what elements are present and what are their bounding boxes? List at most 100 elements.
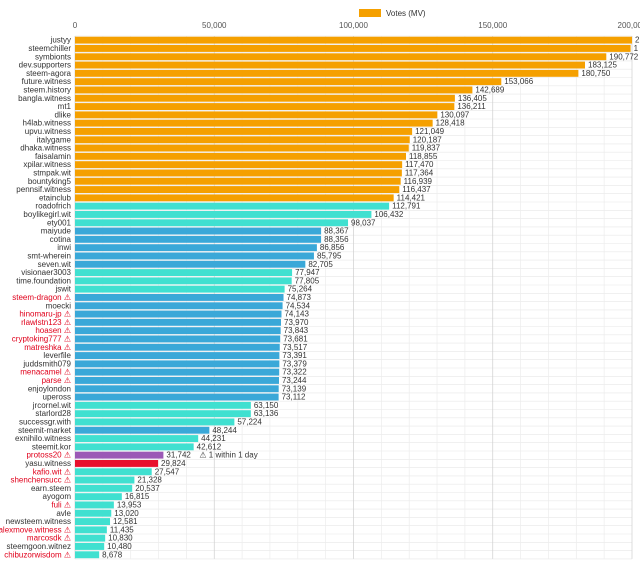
- bar[interactable]: [75, 111, 438, 119]
- category-label: chibuzorwisdom ⚠: [4, 550, 71, 559]
- bar[interactable]: [75, 410, 251, 418]
- category-label: parse ⚠: [42, 376, 71, 385]
- bar[interactable]: [75, 152, 407, 160]
- category-label: newsteem.witness: [6, 517, 71, 526]
- category-label: smt-wherein: [27, 252, 71, 261]
- bar[interactable]: [75, 310, 282, 318]
- bar[interactable]: [75, 360, 280, 368]
- bar[interactable]: [75, 285, 285, 293]
- bar[interactable]: [75, 443, 194, 451]
- bar[interactable]: [75, 277, 292, 285]
- bar[interactable]: [75, 551, 100, 559]
- value-label: 74,873: [287, 293, 312, 302]
- bar[interactable]: [75, 460, 159, 467]
- bar[interactable]: [75, 401, 251, 409]
- value-label: 31,742: [166, 451, 191, 460]
- bar[interactable]: [75, 128, 413, 135]
- bar[interactable]: [75, 501, 114, 509]
- bar[interactable]: [75, 219, 349, 227]
- legend[interactable]: Votes (MV): [359, 9, 426, 18]
- value-label: 98,037: [351, 218, 376, 227]
- value-label: 73,970: [284, 318, 309, 327]
- bar[interactable]: [75, 211, 372, 218]
- bar[interactable]: [75, 194, 394, 202]
- bar[interactable]: [75, 335, 281, 343]
- category-label: steem-dragon ⚠: [12, 293, 71, 302]
- bar[interactable]: [75, 543, 105, 550]
- value-label: 1: [634, 44, 639, 53]
- bar[interactable]: [75, 260, 306, 268]
- bar[interactable]: [75, 119, 433, 127]
- value-label: 88,367: [324, 227, 349, 236]
- bar[interactable]: [75, 177, 401, 185]
- bar[interactable]: [75, 385, 279, 393]
- bar[interactable]: [75, 468, 152, 476]
- value-label: 57,224: [237, 418, 262, 427]
- bar[interactable]: [75, 69, 579, 77]
- category-label: steemit-market: [18, 426, 72, 435]
- bar[interactable]: [75, 252, 314, 260]
- bar[interactable]: [75, 426, 210, 434]
- bar[interactable]: [75, 509, 112, 517]
- value-label: 118,855: [409, 152, 438, 161]
- bar[interactable]: [75, 78, 502, 86]
- value-label: 77,805: [295, 276, 320, 285]
- bar[interactable]: [75, 343, 280, 351]
- category-label: successgr.with: [19, 418, 71, 427]
- category-label: time.foundation: [16, 276, 71, 285]
- category-label: future.witness: [22, 77, 71, 86]
- value-label: 63,150: [254, 401, 279, 410]
- category-label: dhaka.witness: [20, 144, 71, 153]
- bar[interactable]: [75, 526, 107, 534]
- value-label: 116,939: [404, 177, 433, 186]
- bar[interactable]: [75, 169, 402, 177]
- category-label: bangla.witness: [18, 94, 71, 103]
- category-label: mt1: [58, 102, 72, 111]
- bar[interactable]: [75, 53, 607, 61]
- bar[interactable]: [75, 244, 317, 252]
- bar[interactable]: [75, 476, 135, 484]
- bar[interactable]: [75, 327, 281, 335]
- value-label: 2: [635, 36, 640, 45]
- bar[interactable]: [75, 418, 235, 426]
- bar[interactable]: [75, 534, 106, 542]
- bar[interactable]: [75, 86, 473, 94]
- bar[interactable]: [75, 451, 164, 459]
- category-label: earn.steem: [31, 484, 71, 493]
- bar[interactable]: [75, 36, 632, 44]
- value-label: 73,244: [282, 376, 307, 385]
- bar[interactable]: [75, 377, 279, 384]
- bar[interactable]: [75, 235, 322, 243]
- bar[interactable]: [75, 144, 409, 152]
- category-label: fuli ⚠: [51, 501, 71, 510]
- bar[interactable]: [75, 186, 400, 193]
- value-label: 128,418: [436, 119, 465, 128]
- bar[interactable]: [75, 518, 111, 525]
- category-label: shenchensucc ⚠: [10, 476, 71, 485]
- bar[interactable]: [75, 269, 293, 276]
- value-label: 183,125: [588, 61, 617, 70]
- category-label: boylikegirl.wit: [23, 210, 71, 219]
- category-label: ayogom: [43, 492, 72, 501]
- value-labels: 21190,772183,125180,750153,066142,689136…: [102, 36, 640, 560]
- bar[interactable]: [75, 493, 122, 501]
- category-label: steemgoon.witnez: [7, 542, 71, 551]
- bar[interactable]: [75, 435, 199, 442]
- bar[interactable]: [75, 103, 455, 110]
- bar[interactable]: [75, 61, 586, 69]
- bar[interactable]: [75, 161, 403, 169]
- bar[interactable]: [75, 45, 631, 52]
- bar[interactable]: [75, 393, 279, 401]
- bar[interactable]: [75, 368, 280, 376]
- bar[interactable]: [75, 294, 284, 301]
- bar[interactable]: [75, 136, 410, 144]
- bar[interactable]: [75, 227, 322, 235]
- bar[interactable]: [75, 202, 390, 210]
- bar[interactable]: [75, 318, 282, 326]
- category-label: marcosdk ⚠: [27, 534, 71, 543]
- bar[interactable]: [75, 484, 133, 492]
- bar[interactable]: [75, 302, 283, 310]
- bar[interactable]: [75, 94, 455, 102]
- bar[interactable]: [75, 352, 280, 359]
